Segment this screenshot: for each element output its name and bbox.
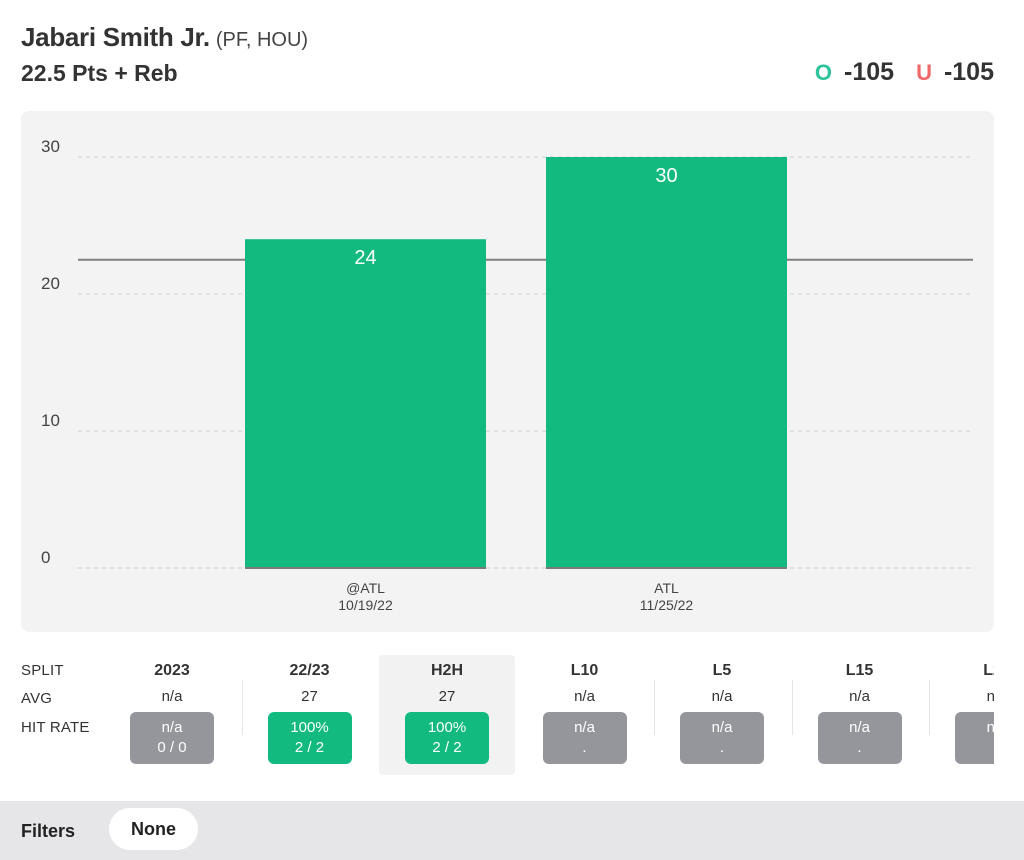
x-tick-label: ATL bbox=[654, 580, 679, 596]
x-tick-label: 10/19/22 bbox=[338, 597, 393, 613]
split-header: L5 bbox=[712, 662, 732, 679]
hit-rate-pill: 100% 2 / 2 bbox=[267, 712, 352, 764]
filters-label: Filters bbox=[21, 821, 76, 841]
split-column-l10[interactable]: L10 n/a n/a. bbox=[517, 655, 653, 775]
split-avg: n/a bbox=[986, 688, 994, 705]
hit-rate-pill: n/a 0 / 0 bbox=[130, 712, 214, 764]
hit-rate-record: 0 / 0 bbox=[157, 739, 187, 756]
prop-line: 22.5 Pts + Reb bbox=[21, 60, 178, 86]
split-column-l20[interactable]: L20n/an/a. bbox=[929, 655, 994, 775]
hit-rate-record: . bbox=[719, 739, 725, 756]
hit-rate-percent: 100% bbox=[290, 719, 329, 736]
filters-bar: Filters None bbox=[0, 801, 1024, 860]
column-divider bbox=[929, 680, 930, 735]
over-odds-button[interactable]: O -105 bbox=[815, 58, 894, 87]
split-row-label: SPLIT bbox=[21, 662, 64, 679]
hit-rate-percent: n/a bbox=[574, 719, 595, 736]
split-header: 2023 bbox=[154, 662, 190, 679]
bar bbox=[245, 239, 486, 568]
x-tick-label: 11/25/22 bbox=[640, 597, 694, 613]
hit-rate-record: . bbox=[582, 739, 587, 756]
hit-rate-percent: n/a bbox=[849, 719, 870, 736]
hit-rate-percent: n/a bbox=[161, 719, 183, 736]
split-column-h2h[interactable]: H2H 27 100% 2 / 2 bbox=[379, 655, 515, 775]
split-header: L15 bbox=[845, 662, 874, 679]
hit-rate-percent: n/a bbox=[986, 719, 994, 736]
hit-rate-pill: n/a. bbox=[955, 712, 994, 764]
hit-rate-pill: 100% 2 / 2 bbox=[405, 712, 489, 764]
column-divider bbox=[654, 680, 655, 735]
column-divider bbox=[791, 680, 793, 735]
chart-card: 0 10 20 30 24 @ATL 10/19/22 30 ATL 11/25/22 bbox=[21, 111, 994, 632]
hit-rate-record: 2 / 2 bbox=[432, 739, 462, 756]
under-odds-button[interactable]: U -105 bbox=[916, 58, 994, 87]
splits-table: SPLIT AVG HIT RATE 2023 n/a n/a 0 / 0 22/23 2… bbox=[0, 655, 994, 775]
split-header: L20 bbox=[983, 662, 994, 679]
hit-rate-pill: n/a. bbox=[542, 712, 627, 764]
split-avg: n/a bbox=[849, 688, 870, 705]
hit-rate-percent: n/a bbox=[711, 719, 733, 736]
split-avg: 27 bbox=[301, 688, 318, 705]
y-tick-label: 30 bbox=[41, 137, 60, 156]
hit-rate-pill: n/a. bbox=[817, 712, 902, 764]
hit-rate-pill: n/a. bbox=[680, 712, 764, 764]
over-letter: O bbox=[814, 59, 833, 85]
split-avg: n/a bbox=[711, 688, 733, 705]
split-header: L10 bbox=[570, 662, 599, 679]
hit-rate-record: . bbox=[857, 739, 862, 756]
split-column-22-23[interactable]: 22/23 27 100% 2 / 2 bbox=[242, 655, 378, 775]
split-column-l15[interactable]: L15 n/a n/a. bbox=[792, 655, 928, 775]
odds-group: O -105 U -105 bbox=[815, 58, 994, 87]
under-letter: U bbox=[916, 59, 932, 85]
filter-chip-none[interactable]: None bbox=[109, 808, 198, 850]
y-tick-label: 10 bbox=[41, 411, 60, 430]
over-odds-value: -105 bbox=[844, 58, 895, 86]
player-name-text: Jabari Smith Jr. bbox=[21, 22, 210, 52]
hit-rate-row-label: HIT RATE bbox=[21, 719, 90, 736]
bar bbox=[546, 157, 787, 568]
bar-data-label: 30 bbox=[655, 165, 677, 187]
split-column-2023[interactable]: 2023 n/a n/a 0 / 0 bbox=[104, 655, 240, 775]
split-header: 22/23 bbox=[289, 662, 330, 679]
column-divider bbox=[241, 680, 243, 735]
hit-rate-percent: 100% bbox=[427, 719, 467, 736]
bar-data-label: 24 bbox=[354, 247, 376, 269]
player-position-team: (PF, HOU) bbox=[215, 29, 309, 51]
split-column-l5[interactable]: L5 n/a n/a. bbox=[654, 655, 790, 775]
avg-row-label: AVG bbox=[21, 690, 53, 707]
y-tick-label: 0 bbox=[41, 548, 50, 567]
hit-rate-record: 2 / 2 bbox=[294, 739, 325, 756]
split-avg: 27 bbox=[438, 688, 456, 705]
y-tick-label: 20 bbox=[41, 274, 60, 293]
x-tick-label: @ATL bbox=[346, 580, 385, 596]
split-avg: n/a bbox=[161, 688, 183, 705]
split-avg: n/a bbox=[574, 688, 595, 705]
under-odds-value: -105 bbox=[943, 58, 994, 86]
player-name: Jabari Smith Jr. (PF, HOU) bbox=[21, 22, 308, 53]
split-header: H2H bbox=[430, 662, 463, 679]
